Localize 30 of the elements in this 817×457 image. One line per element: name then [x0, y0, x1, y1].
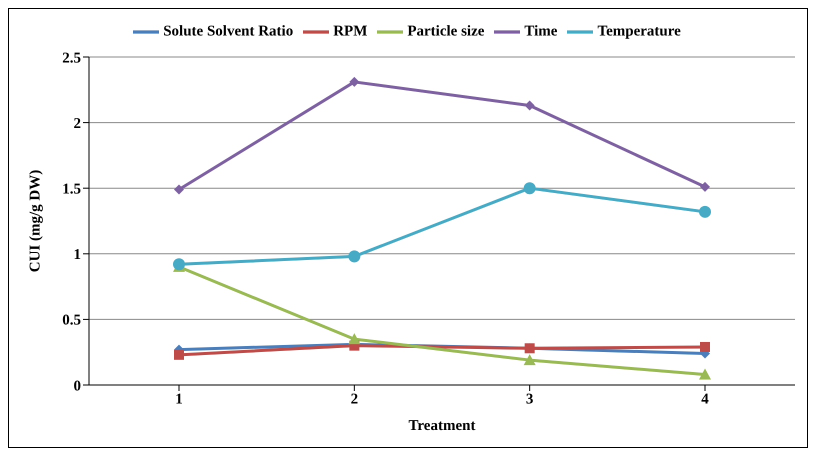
legend-label: RPM — [333, 23, 368, 40]
x-tick-label: 3 — [526, 392, 534, 408]
y-tick-label: 1 — [74, 247, 81, 264]
point — [700, 182, 710, 192]
point — [699, 368, 711, 380]
point — [699, 206, 711, 218]
point — [524, 100, 535, 111]
point — [174, 184, 184, 195]
legend-label: Temperature — [597, 23, 681, 40]
x-tick-label: 4 — [701, 392, 710, 408]
y-tick-label: 1.5 — [62, 182, 81, 198]
point — [173, 258, 185, 270]
point — [349, 76, 360, 87]
y-tick-label: 2.5 — [62, 50, 81, 66]
x-axis-title: Treatment — [408, 418, 476, 434]
legend-label: Particle size — [407, 23, 484, 40]
point — [348, 250, 360, 262]
y-tick-label: 2 — [74, 116, 81, 132]
point — [174, 350, 184, 360]
point — [348, 333, 360, 344]
x-tick-label: 2 — [350, 392, 358, 408]
y-tick-label: 0 — [74, 378, 81, 394]
point — [524, 354, 536, 366]
point — [524, 182, 536, 194]
legend-label: Time — [524, 23, 558, 40]
legend-label: Solute Solvent Ratio — [163, 23, 294, 40]
y-axis-title: CUI (mg/g DW) — [27, 170, 44, 272]
y-tick-label: 0.5 — [62, 312, 81, 329]
x-tick-label: 1 — [175, 392, 183, 408]
point — [700, 342, 710, 352]
